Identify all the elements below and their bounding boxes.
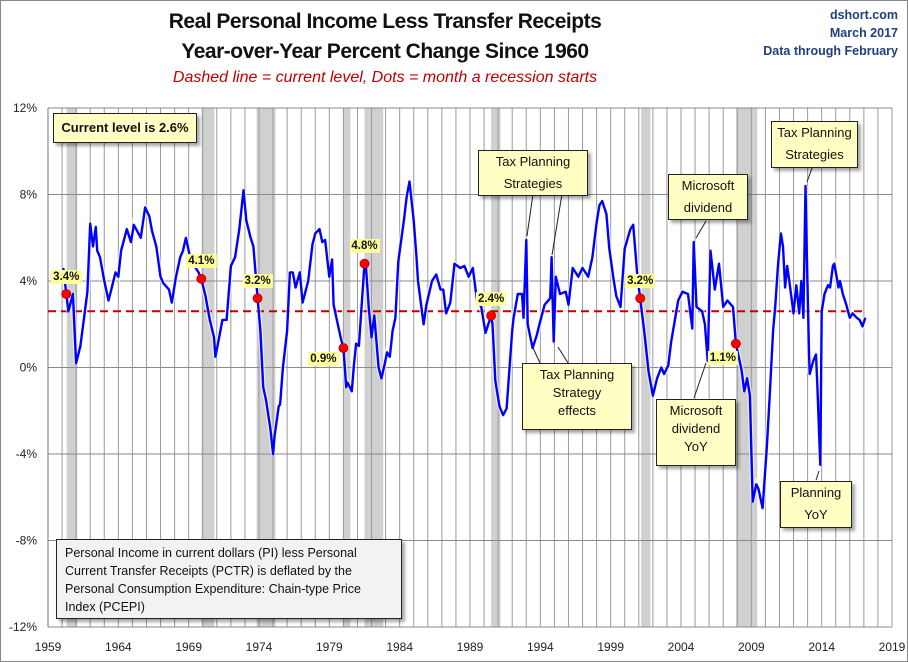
callout-line: Strategies [503, 176, 563, 191]
recession-dot-label: 1.1% [707, 350, 738, 365]
callout-leader-line [551, 193, 563, 256]
x-tick-label: 1964 [105, 640, 132, 654]
x-tick-label: 2004 [668, 640, 695, 654]
y-tick-label: 12% [13, 101, 37, 115]
x-tick-label: 1974 [246, 640, 273, 654]
x-tick-label: 1969 [175, 640, 202, 654]
callout-leader-line [806, 167, 813, 183]
planning-yoy-callout: Planning YoY [780, 481, 852, 528]
callout-line: Microsoft [681, 178, 735, 193]
callout-line: effects [557, 403, 597, 418]
recession-start-dot [196, 273, 207, 284]
callout-leader-line [526, 193, 534, 237]
callout-leader-line [693, 362, 707, 399]
tax-planning-callout-1: Tax Planning Strategies [478, 150, 588, 196]
recession-start-dot [338, 343, 349, 353]
y-tick-label: 4% [20, 274, 38, 288]
tax-planning-effects-callout: Tax Planning Strategy effects [522, 363, 632, 430]
chart-subtitle: Dashed line = current level, Dots = mont… [172, 69, 598, 86]
recession-dot-label: 4.8% [349, 238, 380, 253]
chart-title-line2: Year-over-Year Percent Change Since 1960 [181, 40, 589, 63]
x-tick-label: 1979 [316, 640, 343, 654]
callout-leader-line [557, 346, 569, 364]
y-tick-label: 0% [20, 361, 38, 375]
tax-planning-callout-2: Tax Planning Strategies [771, 121, 858, 168]
recession-dot-label: 3.2% [242, 274, 273, 289]
x-tick-label: 1959 [35, 640, 62, 654]
y-tick-label: -4% [16, 447, 38, 461]
callout-line: Tax Planning [777, 125, 852, 140]
recession-start-dot [730, 338, 741, 349]
recession-dot-label: 2.4% [475, 291, 507, 306]
recession-start-dot [61, 289, 72, 299]
callout-line: dividend [671, 421, 721, 436]
y-tick-label: -12% [9, 620, 37, 634]
callout-line: Strategies [785, 147, 844, 162]
callout-leader-line [532, 347, 541, 364]
callout-line: dividend [683, 200, 733, 215]
chart-title-line1: Real Personal Income Less Transfer Recei… [168, 10, 602, 33]
data-through-label: Data through February [763, 44, 898, 58]
microsoft-dividend-callout: Microsoft dividend [668, 174, 748, 220]
recession-start-dot [486, 310, 497, 321]
callout-line: YoY [804, 507, 828, 522]
recession-start-dot [635, 293, 646, 304]
x-tick-label: 2009 [738, 640, 765, 654]
callout-line: Strategy [552, 385, 602, 400]
callout-leader-line [695, 220, 707, 239]
recession-start-dot [252, 293, 263, 304]
y-tick-label: 8% [20, 188, 38, 202]
x-tick-label: 2019 [879, 640, 906, 654]
callout-line: Microsoft [669, 403, 723, 418]
x-tick-label: 1994 [527, 640, 554, 654]
recession-dot-label: 4.1% [186, 253, 217, 268]
description-note: Personal Income in current dollars (PI) … [56, 539, 402, 619]
source-label: dshort.com [829, 8, 898, 22]
callout-line: Planning [790, 485, 842, 500]
microsoft-dividend-yoy-callout: Microsoft dividend YoY [656, 399, 736, 466]
recession-start-dot [359, 258, 370, 269]
callout-line: Tax Planning [495, 154, 571, 169]
x-tick-label: 2014 [808, 640, 835, 654]
x-tick-label: 1989 [457, 640, 484, 654]
callout-line: YoY [684, 439, 708, 454]
recession-dot-label: 3.4% [51, 269, 82, 284]
recession-dot-label: 0.9% [308, 352, 339, 367]
x-tick-label: 1999 [597, 640, 624, 654]
current-level-callout: Current level is 2.6% [53, 113, 197, 143]
callout-leader-line [815, 470, 820, 481]
date-label: March 2017 [829, 26, 898, 40]
callout-line: Tax Planning [539, 367, 615, 382]
y-tick-label: -8% [16, 534, 38, 548]
series-line [62, 180, 867, 510]
x-tick-label: 1984 [386, 640, 413, 654]
recession-dot-label: 3.2% [625, 274, 656, 289]
